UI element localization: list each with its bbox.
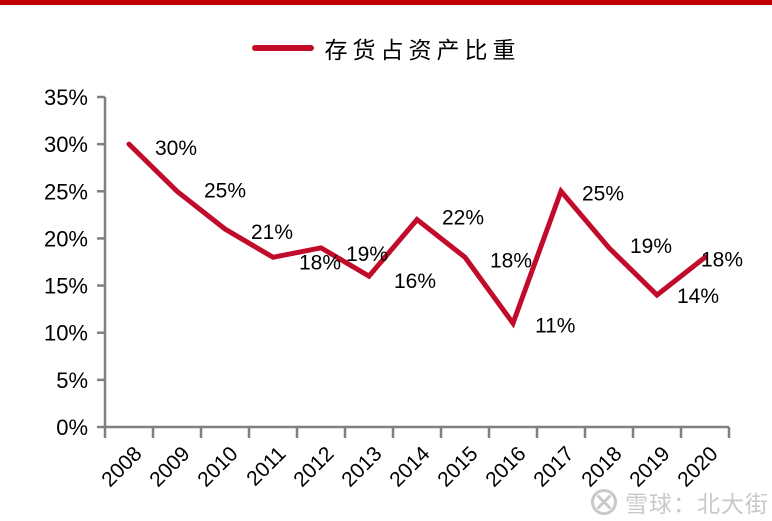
series-line [126,141,708,329]
data-label-2009: 25% [204,179,246,202]
data-label-2017: 25% [582,182,624,205]
y-axis-label: 5% [56,368,88,393]
x-axis-label: 2012 [289,442,338,491]
x-axis-label: 2009 [145,442,194,491]
top-border-bar [0,0,772,5]
x-axis-label: 2017 [529,442,578,491]
x-axis-label: 2008 [97,442,146,491]
data-label-2008: 30% [155,137,197,160]
data-label-2019: 14% [677,285,719,308]
y-axis-label: 30% [44,132,88,157]
x-axis-label: 2010 [193,442,242,491]
x-axis-label: 2013 [337,442,386,491]
x-axis-label: 2020 [673,442,722,491]
chart-legend: 存货占资产比重 [0,31,772,65]
data-label-2014: 22% [442,207,484,230]
data-label-2013: 16% [394,270,436,293]
data-label-2020: 18% [701,248,743,271]
x-axis-label: 2015 [433,442,482,491]
x-axis-label: 2011 [242,442,290,490]
y-axis-label: 10% [44,321,88,346]
y-axis-label: 25% [44,179,88,204]
y-axis-label: 35% [44,85,88,110]
data-label-2016: 11% [535,314,575,337]
axis-lines [103,97,729,429]
y-axis-label: 0% [56,415,88,440]
x-axis-label: 2018 [577,442,626,491]
data-label-2010: 21% [251,221,293,244]
data-label-2011: 18% [299,251,341,274]
y-axis-label: 20% [44,226,88,251]
x-axis-label: 2014 [385,442,435,492]
x-axis-label: 2016 [481,442,530,491]
y-axis-label: 15% [44,274,88,299]
legend-line-swatch [251,45,314,51]
legend-series-label: 存货占资产比重 [324,38,521,63]
data-label-2012: 19% [346,243,388,266]
data-label-2018: 19% [630,235,672,258]
x-axis-label: 2019 [625,442,674,491]
data-label-2015: 18% [490,249,532,272]
